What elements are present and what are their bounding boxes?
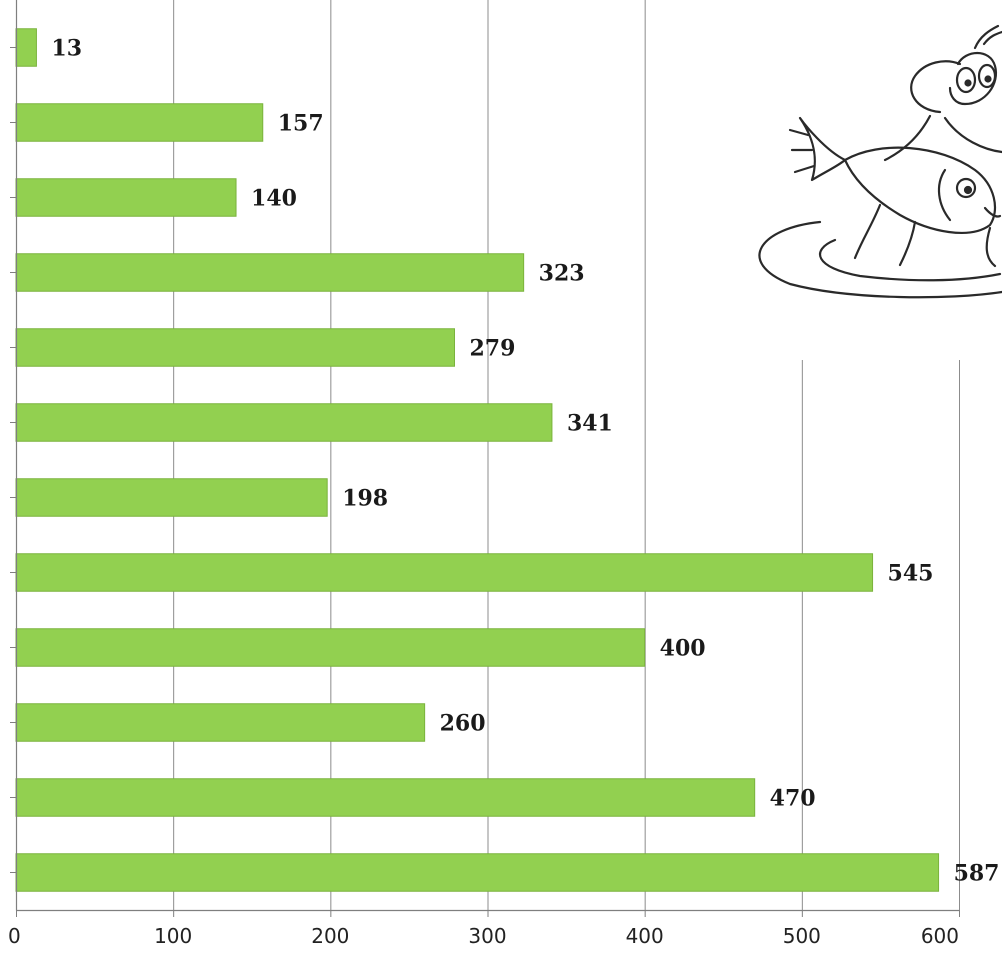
x-tick-labels: 0 100 200 300 400 500 600 (8, 924, 959, 948)
cartoon-man-holding-fish-icon (758, 0, 1002, 360)
data-label-6: 341 (567, 411, 613, 437)
x-tick-label-500: 500 (783, 924, 821, 948)
data-label-4: 323 (539, 261, 585, 287)
data-label-7: 198 (342, 486, 388, 512)
bar-10 (15, 703, 426, 742)
x-tick-label-600: 600 (921, 924, 959, 948)
data-label-3: 140 (251, 186, 297, 212)
bar-5 (15, 328, 455, 367)
data-label-12: 587 (954, 861, 1000, 887)
bar-4 (15, 253, 525, 292)
bar-8 (15, 553, 874, 592)
bar-12 (15, 853, 940, 892)
bar-6 (15, 403, 553, 442)
x-tick-label-200: 200 (311, 924, 349, 948)
x-tick-label-100: 100 (154, 924, 192, 948)
x-tick-label-400: 400 (626, 924, 664, 948)
bar-2 (15, 103, 264, 142)
bar-11 (15, 778, 756, 817)
data-label-8: 545 (888, 561, 934, 587)
bar-9 (15, 628, 646, 667)
data-label-2: 157 (278, 111, 324, 137)
bar-1 (15, 28, 37, 67)
x-tick-label-0: 0 (8, 924, 21, 948)
axes (10, 0, 960, 917)
data-label-9: 400 (660, 636, 706, 662)
data-labels: 13 157 140 323 279 341 198 545 400 260 470 587 (51, 36, 999, 887)
data-label-1: 13 (51, 36, 82, 62)
x-tick-label-300: 300 (468, 924, 506, 948)
data-label-11: 470 (770, 786, 816, 812)
bar-7 (15, 478, 328, 517)
data-label-5: 279 (469, 336, 515, 362)
bar-3 (15, 178, 237, 217)
data-label-10: 260 (440, 711, 486, 737)
bars (15, 28, 940, 892)
